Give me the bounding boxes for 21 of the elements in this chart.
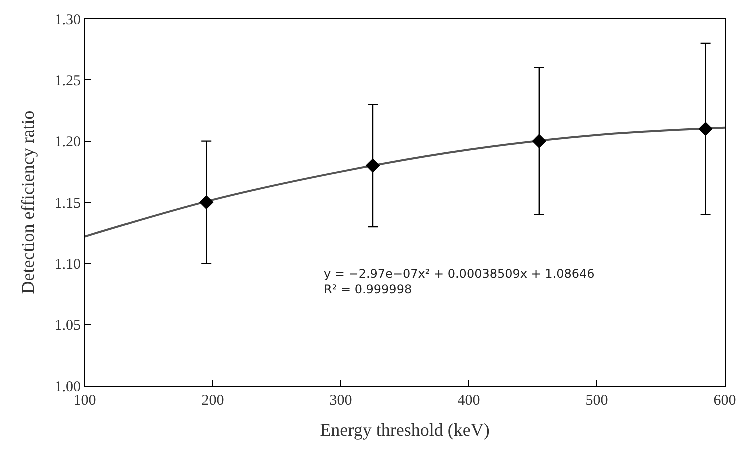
point xyxy=(698,122,713,136)
x-tick-label: 200 xyxy=(202,393,224,409)
y-tick-label: 1.00 xyxy=(54,379,81,396)
point xyxy=(532,134,547,148)
y-tick-label: 1.25 xyxy=(54,73,81,90)
y-axis-title: Detection efficiency ratio xyxy=(18,110,38,294)
point xyxy=(199,195,214,210)
x-tick-label: 600 xyxy=(714,393,736,409)
x-tick-label: 400 xyxy=(458,393,480,409)
y-tick-label: 1.30 xyxy=(54,12,81,28)
line-series xyxy=(85,126,725,238)
x-tick-label: 500 xyxy=(586,393,608,409)
x-tick-label: 100 xyxy=(74,393,96,409)
point xyxy=(366,158,380,173)
y-tick-label: 1.10 xyxy=(54,256,81,273)
x-axis-title: Energy threshold (keV) xyxy=(320,420,490,440)
x-tick-label: 300 xyxy=(330,393,352,409)
y-tick-label: 1.20 xyxy=(54,134,81,151)
annotation: y = −2.97e−07x² + 0.00038509x + 1.08646 R² = 0.999998 xyxy=(324,267,595,297)
y-tick-label: 1.05 xyxy=(54,318,81,334)
y-tick-label: 1.15 xyxy=(54,196,81,212)
